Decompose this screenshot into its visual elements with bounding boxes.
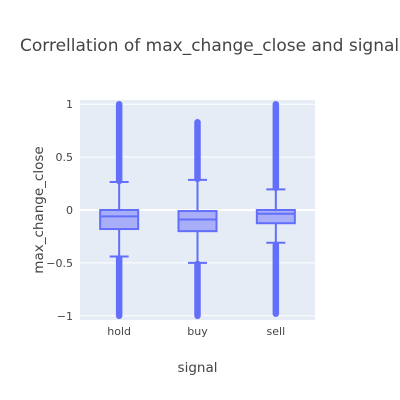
box-iqr — [177, 210, 218, 233]
x-axis-ticks: hold buy sell — [107, 325, 285, 338]
chart-title: Correllation of max_change_close and sig… — [20, 36, 399, 56]
box-sell — [255, 100, 296, 317]
x-axis-title: signal — [178, 360, 218, 376]
y-tick-label: 0.5 — [56, 151, 74, 164]
box-iqr — [99, 209, 140, 231]
y-tick-label: −1 — [57, 310, 73, 323]
y-axis-title: max_change_close — [31, 146, 47, 273]
box-hold — [99, 100, 140, 320]
y-tick-label: 1 — [66, 98, 73, 111]
y-axis-ticks: 1 0.5 0 −0.5 −1 — [46, 98, 73, 323]
box-iqr — [255, 209, 296, 225]
x-tick-label: sell — [267, 325, 286, 338]
boxes — [99, 100, 296, 320]
box-buy — [177, 118, 218, 320]
x-tick-label: hold — [107, 325, 131, 338]
y-tick-label: −0.5 — [46, 257, 73, 270]
x-tick-label: buy — [187, 325, 208, 338]
y-tick-label: 0 — [66, 204, 73, 217]
